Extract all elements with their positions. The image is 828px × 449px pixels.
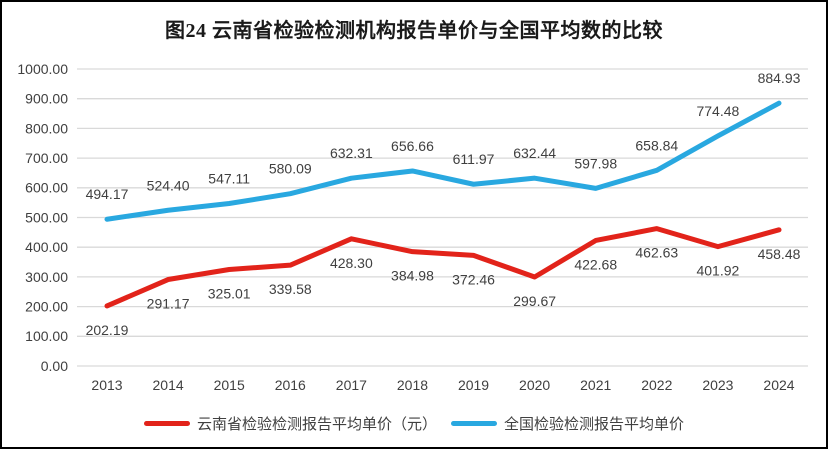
data-label: 611.97: [453, 151, 495, 167]
data-label: 656.66: [391, 138, 434, 154]
legend-item-yunnan: 云南省检验检测报告平均单价（元）: [143, 413, 437, 434]
series-line-0: [104, 226, 782, 309]
data-label: 462.63: [635, 245, 678, 261]
x-axis-tick-label: 2019: [458, 377, 489, 393]
legend-line-swatch-blue: [451, 420, 497, 426]
y-axis-tick-label: 700.00: [25, 150, 68, 166]
y-axis-tick-label: 300.00: [25, 269, 68, 285]
data-label: 325.01: [208, 285, 251, 301]
data-label: 658.84: [635, 137, 678, 153]
data-label: 547.11: [208, 171, 250, 187]
x-axis-tick-label: 2013: [91, 377, 122, 393]
data-label: 384.98: [391, 268, 434, 284]
x-axis-tick-label: 2022: [641, 377, 672, 393]
y-axis-tick-label: 100.00: [25, 328, 68, 344]
legend-label-yunnan: 云南省检验检测报告平均单价（元）: [196, 415, 437, 433]
legend: 云南省检验检测报告平均单价（元） 全国检验检测报告平均单价: [2, 410, 826, 436]
data-label: 339.58: [269, 281, 312, 297]
x-axis-tick-label: 2021: [580, 377, 611, 393]
x-axis-tick-label: 2020: [519, 377, 550, 393]
data-label: 401.92: [696, 263, 739, 279]
y-axis-tick-label: 200.00: [25, 299, 68, 315]
line-chart-plot-area: 0.00 100.00 200.00 300.00 400.00 500.00 600.00…: [17, 61, 808, 393]
x-axis-tick-label: 2015: [214, 377, 245, 393]
data-label: 299.67: [513, 293, 556, 309]
series-line-1: [104, 100, 782, 222]
data-label: 524.40: [147, 177, 190, 193]
data-label: 372.46: [452, 271, 495, 287]
y-axis-tick-label: 0.00: [41, 358, 68, 374]
legend-label-national: 全国检验检测报告平均单价: [504, 415, 685, 433]
x-axis-tick-label: 2017: [336, 377, 367, 393]
x-axis-tick-label: 2024: [763, 377, 794, 393]
data-label: 291.17: [147, 296, 190, 312]
chart-title: 图24 云南省检验检测机构报告单价与全国平均数的比较: [165, 20, 663, 42]
x-axis-tick-label: 2018: [397, 377, 428, 393]
x-axis-tick-label: 2023: [702, 377, 733, 393]
data-label: 632.44: [513, 145, 556, 161]
x-axis-tick-label: 2016: [275, 377, 306, 393]
data-label: 774.48: [696, 103, 739, 119]
data-label: 458.48: [758, 246, 801, 262]
data-label: 422.68: [574, 256, 617, 272]
data-label: 202.19: [86, 322, 129, 338]
legend-line-swatch-red: [143, 420, 190, 426]
data-label: 884.93: [758, 70, 801, 86]
y-axis-tick-label: 400.00: [25, 239, 68, 255]
data-label: 580.09: [269, 161, 312, 177]
y-axis-tick-label: 600.00: [25, 180, 68, 196]
data-label: 597.98: [574, 155, 617, 171]
data-label: 632.31: [330, 145, 373, 161]
y-axis-tick-label: 800.00: [25, 120, 68, 136]
data-label: 494.17: [86, 186, 129, 202]
x-axis-tick-label: 2014: [153, 377, 184, 393]
y-axis-tick-label: 500.00: [25, 209, 68, 225]
legend-item-national: 全国检验检测报告平均单价: [451, 413, 684, 434]
y-axis-tick-label: 1000.00: [17, 61, 68, 77]
y-axis-tick-label: 900.00: [25, 91, 68, 107]
data-label: 428.30: [330, 255, 373, 271]
